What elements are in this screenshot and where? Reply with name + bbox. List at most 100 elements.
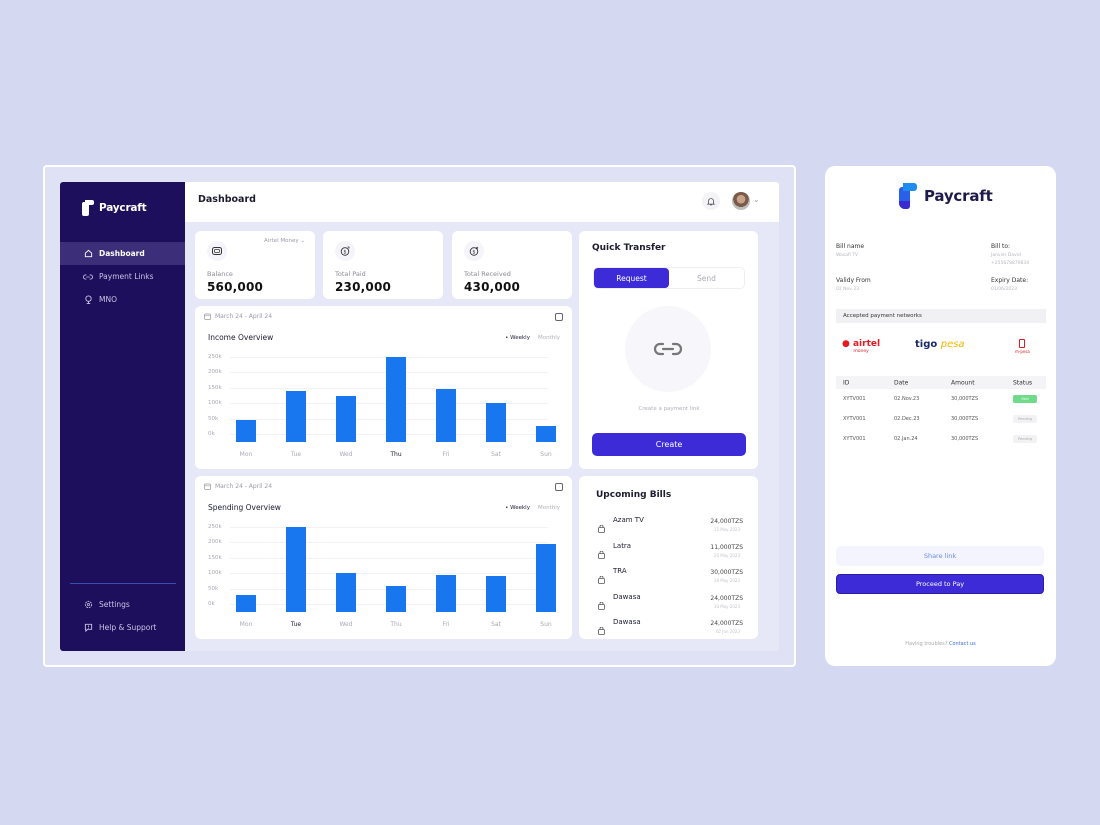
cell-amount: 30,000TZS [951,396,979,402]
share-link-button[interactable]: Share link [836,546,1044,566]
dashboard-app: Paycraft Dashboard Payment Links MNO [60,182,779,651]
toggle-weekly[interactable]: • Weekly [505,505,530,511]
bar-sat[interactable] [486,576,506,612]
x-tick-label: Tue [290,621,302,628]
dollar-in-icon: $ [464,241,484,261]
avatar[interactable] [732,192,750,210]
sidebar-item-label: Payment Links [99,272,154,281]
bar-tue[interactable] [286,527,306,612]
bar-thu[interactable] [386,585,406,612]
grid-line [230,573,548,575]
grid-line [230,542,548,544]
sidebar-item-payment-links[interactable]: Payment Links [60,265,185,288]
date-range[interactable]: March 24 - April 24 [204,313,272,320]
valid-from-label: Validy From [836,277,871,284]
bill-to-label: Bill to: [991,243,1011,250]
brand-logo[interactable]: Paycraft [82,200,147,216]
toggle-monthly[interactable]: Monthly [537,505,560,511]
y-tick-label: 0k [208,601,215,607]
bill-item[interactable]: TRA 30,000TZS 28 May 2023 [598,567,743,589]
brand-name: Paycraft [924,187,993,205]
create-button[interactable]: Create [592,433,746,456]
sidebar-item-dashboard[interactable]: Dashboard [60,242,185,265]
bar-wed[interactable] [336,395,356,442]
expiry-value: 01/06/2023 [991,287,1017,292]
toggle-monthly[interactable]: Monthly [537,335,560,341]
export-icon[interactable] [555,313,563,321]
table-row: XYTV001 02.Nov.23 30,000TZS Paid [836,390,1046,408]
valid-from-value: 02 Nov 23 [836,287,860,292]
bar-thu[interactable] [386,357,406,442]
cell-id: XYTV001 [843,416,866,422]
tab-send[interactable]: Send [697,273,716,283]
stat-card-balance: Airtel Money ⌄ Balance 560,000 [195,231,315,299]
payment-link-preview: Paycraft Bill name Wasafi TV Bill to: Ja… [825,166,1056,666]
toggle-weekly[interactable]: • Weekly [505,335,530,341]
chevron-down-icon[interactable]: ⌄ [753,195,760,204]
sidebar-bottom-nav: Settings Help & Support [60,593,185,639]
network-select[interactable]: Airtel Money ⌄ [264,238,305,244]
expiry-label: Expiry Date: [991,277,1029,284]
cell-date: 02.Jan.24 [894,436,918,442]
period-toggle: • Weekly Monthly [505,505,560,511]
gear-icon [83,600,93,610]
bill-name: TRA [613,567,627,575]
dollar-out-icon: $ [335,241,355,261]
sidebar-item-settings[interactable]: Settings [60,593,185,616]
bill-item[interactable]: Dawasa 24,000TZS 30 May 2023 [598,593,743,615]
proceed-to-pay-button[interactable]: Proceed to Pay [836,574,1044,594]
bill-item[interactable]: Dawasa 24,000TZS 02 Jun 2023 [598,618,743,640]
y-tick-label: 250k [208,524,222,530]
bar-fri[interactable] [436,389,456,442]
paycraft-logo-icon [82,200,94,216]
sidebar-item-help-support[interactable]: Help & Support [60,616,185,639]
transfer-mode-tabs: Request Send [593,267,745,289]
bar-fri[interactable] [436,574,456,612]
home-icon [83,249,93,259]
spending-bar-chart: 250k 200k 150k 100k 50k 0k Mon Tue Wed Thu Fri Sat S… [208,524,556,634]
brand-logo: Paycraft [899,183,993,209]
spending-overview-card: March 24 - April 24 Spending Overview • … [195,476,572,639]
x-tick-label: Tue [290,451,302,458]
bag-icon [598,595,605,614]
income-overview-card: March 24 - April 24 Income Overview • We… [195,306,572,469]
y-tick-label: 50k [208,585,219,592]
notifications-button[interactable] [702,192,720,210]
bar-sun[interactable] [536,426,556,442]
link-icon [83,272,93,282]
payments-table-header: ID Date Amount Status [836,376,1046,389]
sidebar-divider [70,583,176,584]
export-icon[interactable] [555,483,563,491]
upcoming-bills-card: Upcoming Bills Azam TV 24,000TZS 15 May 20… [579,476,758,639]
bar-wed[interactable] [336,573,356,612]
period-toggle: • Weekly Monthly [505,335,560,341]
bill-amount: 24,000TZS [710,518,743,525]
bill-item[interactable]: Azam TV 24,000TZS 15 May 2023 [598,516,743,538]
stat-card-total-received: $ Total Received 430,000 [452,231,572,299]
x-tick-label: Fri [442,621,450,628]
bar-tue[interactable] [286,390,306,442]
cell-amount: 30,000TZS [951,436,979,442]
stat-value: 230,000 [335,280,392,294]
cell-date: 02.Nov.23 [894,396,920,402]
x-tick-label: Sun [540,451,552,458]
contact-us-link[interactable]: Contact us [948,641,976,647]
bar-mon[interactable] [236,594,256,612]
sidebar-item-label: Dashboard [99,249,145,258]
chart-title: Spending Overview [208,503,281,512]
bill-item[interactable]: Latra 11,000TZS 20 May 2023 [598,542,743,564]
calendar-icon [204,483,211,490]
bill-amount: 11,000TZS [710,543,743,551]
date-range[interactable]: March 24 - April 24 [204,483,272,490]
bill-date: 20 May 2023 [713,552,740,558]
bar-sun[interactable] [536,543,556,612]
y-tick-label: 50k [208,415,219,422]
sidebar-item-mno[interactable]: MNO [60,288,185,311]
tab-request[interactable]: Request [594,268,669,288]
bar-sat[interactable] [486,403,506,442]
status-badge: Paid [1013,395,1037,403]
bar-mon[interactable] [236,420,256,442]
stat-value: 560,000 [207,280,264,294]
bill-name: Azam TV [613,516,644,524]
cell-id: XYTV001 [843,436,866,442]
